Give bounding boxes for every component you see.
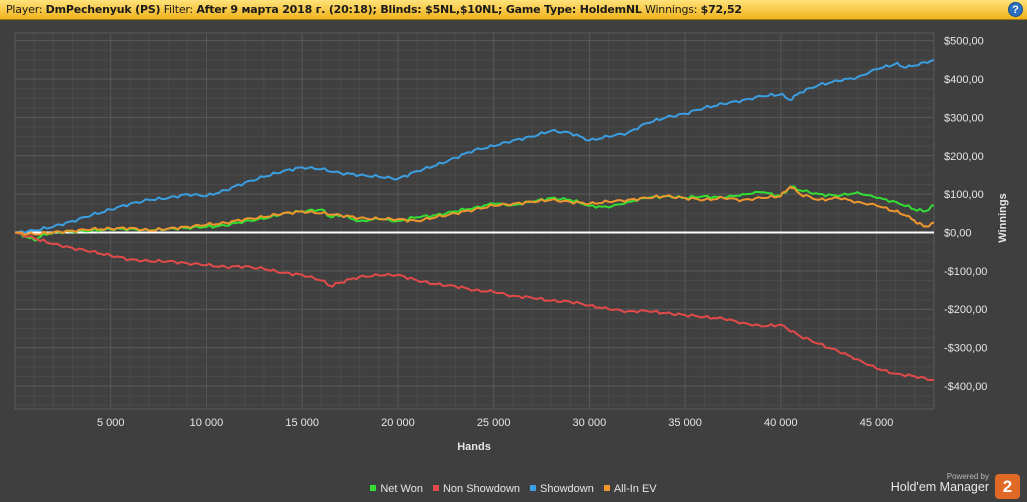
legend-item[interactable]: Showdown <box>530 483 594 495</box>
legend-swatch <box>370 485 377 491</box>
legend: Net Won Non Showdown Showdown All-In EV <box>0 483 1027 495</box>
series-line-all-in-ev <box>15 185 935 236</box>
grid-lines <box>15 33 934 409</box>
legend-label: All-In EV <box>613 483 657 495</box>
legend-swatch <box>432 485 439 491</box>
filter-value: After 9 марта 2018 г. (20:18); Blinds: $… <box>196 3 642 16</box>
x-axis-ticks: 5 000 10 000 15 000 20 000 25 000 30 000 35 00… <box>97 417 893 429</box>
y-tick-label: $400,00 <box>944 74 984 86</box>
series-line-showdown <box>14 58 935 234</box>
x-tick-label: 40 000 <box>764 417 798 429</box>
legend-item[interactable]: Non Showdown <box>432 483 521 495</box>
x-tick-label: 5 000 <box>97 417 125 429</box>
x-tick-label: 20 000 <box>381 417 415 429</box>
help-icon[interactable]: ? <box>1008 2 1023 17</box>
x-tick-label: 35 000 <box>668 417 702 429</box>
x-tick-label: 10 000 <box>190 417 224 429</box>
winnings-chart: 5 000 10 000 15 000 20 000 25 000 30 000 35 00… <box>14 32 1009 453</box>
y-tick-label: $100,00 <box>944 189 984 201</box>
x-tick-label: 25 000 <box>477 417 511 429</box>
y-tick-label: $0,00 <box>944 228 972 240</box>
series-line-non-showdown <box>14 231 935 382</box>
y-tick-label: $500,00 <box>944 36 984 48</box>
filter-header: Player: DmPechenyuk (PS) Filter: After 9… <box>0 0 1027 20</box>
app-name: Hold'em Manager <box>890 480 989 494</box>
powered-by: Powered by <box>946 472 989 481</box>
hm2-logo-icon: 2 <box>995 474 1020 499</box>
x-tick-label: 45 000 <box>860 417 894 429</box>
y-tick-label: -$300,00 <box>944 343 987 355</box>
header-text: Player: DmPechenyuk (PS) Filter: After 9… <box>6 3 742 16</box>
winnings-value: $72,52 <box>700 3 742 16</box>
legend-label: Non Showdown <box>442 483 521 495</box>
x-tick-label: 30 000 <box>573 417 607 429</box>
legend-swatch <box>603 485 610 491</box>
legend-item[interactable]: All-In EV <box>603 483 657 495</box>
player-value: DmPechenyuk (PS) <box>45 3 161 16</box>
winnings-label: Winnings: <box>645 3 698 16</box>
x-tick-label: 15 000 <box>285 417 319 429</box>
legend-swatch <box>530 485 537 491</box>
y-tick-label: -$100,00 <box>944 266 987 278</box>
y-tick-label: -$200,00 <box>944 304 987 316</box>
filter-label: Filter: <box>163 3 194 16</box>
y-tick-label: $200,00 <box>944 151 984 163</box>
series-lines <box>14 58 935 382</box>
player-label: Player: <box>6 3 43 16</box>
y-tick-label: $300,00 <box>944 112 984 124</box>
x-axis-title: Hands <box>457 441 491 453</box>
legend-label: Net Won <box>380 483 423 495</box>
legend-item[interactable]: Net Won <box>370 483 423 495</box>
y-axis-ticks: $500,00 $400,00 $300,00 $200,00 $100,00 $0,00… <box>944 36 987 393</box>
legend-label: Showdown <box>540 483 594 495</box>
y-tick-label: -$400,00 <box>944 381 987 393</box>
y-axis-title: Winnings <box>997 193 1009 242</box>
